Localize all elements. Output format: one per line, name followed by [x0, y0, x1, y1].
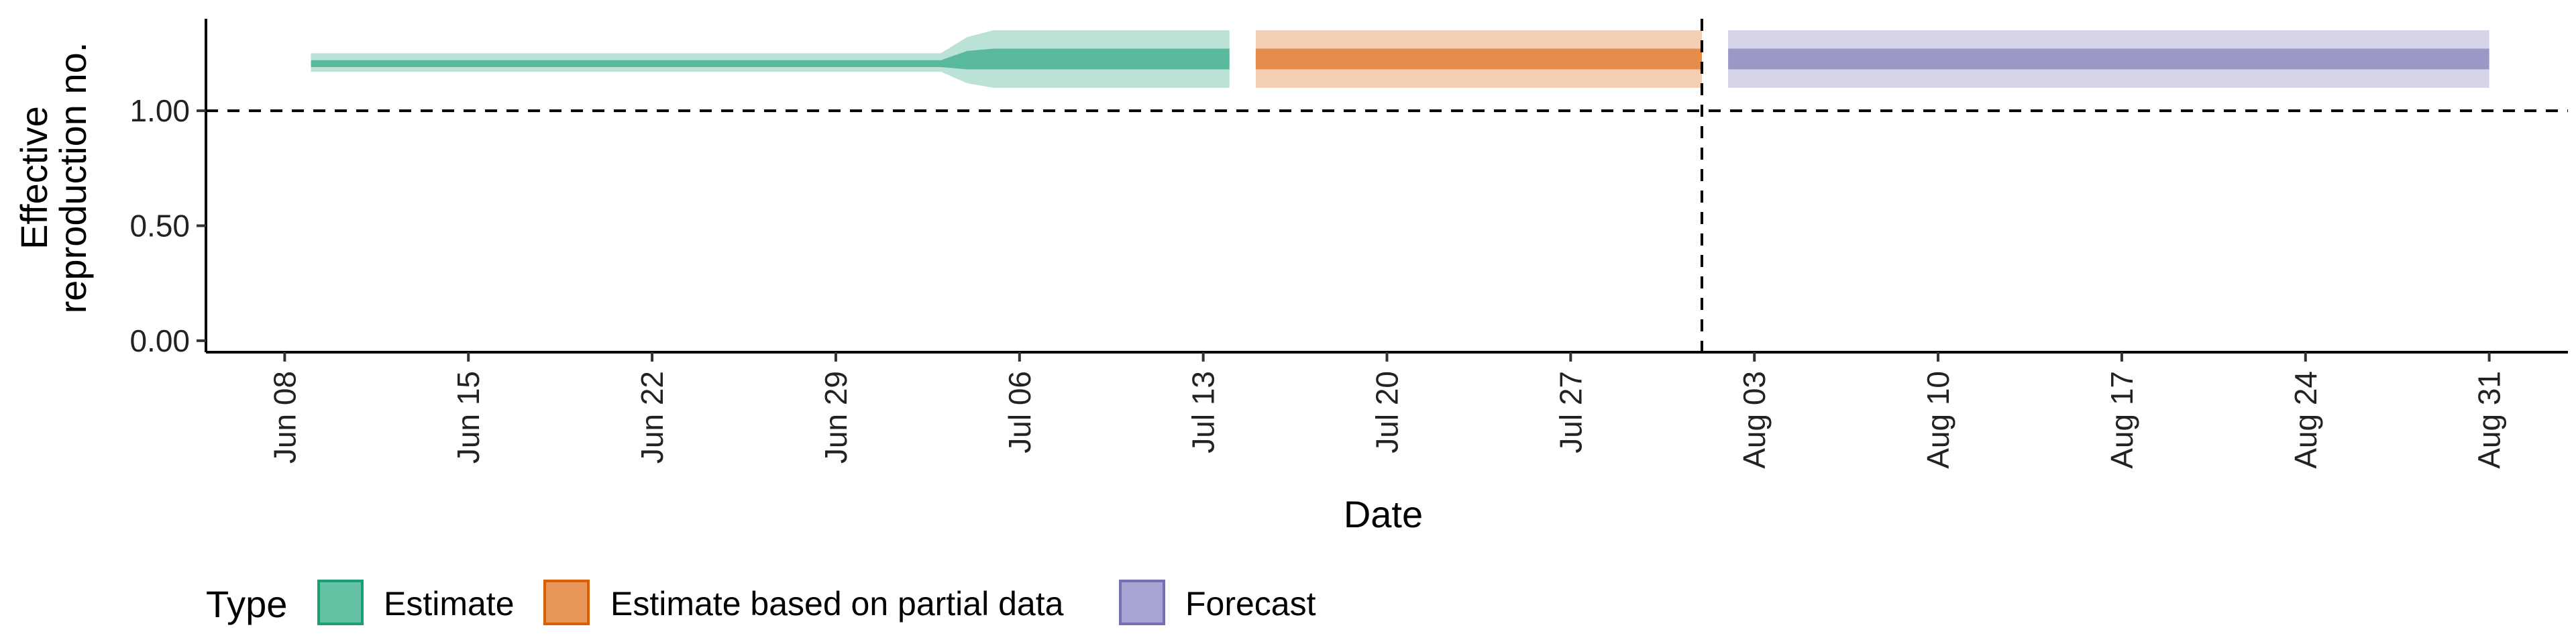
- x-tick-label: Jul 27: [1553, 371, 1588, 453]
- y-axis-title: Effective reproduction no.: [13, 42, 94, 314]
- legend-label-estimate: Estimate: [384, 585, 515, 623]
- x-tick-label: Jul 20: [1370, 371, 1405, 453]
- x-tick-label: Jul 13: [1186, 371, 1221, 453]
- legend: Type Estimate Estimate based on partial …: [206, 580, 1316, 625]
- legend-title: Type: [206, 583, 287, 625]
- x-tick-label: Jun 15: [451, 371, 486, 464]
- legend-label-forecast: Forecast: [1185, 585, 1316, 623]
- interval-bands: [311, 30, 2489, 88]
- x-tick-label: Aug 10: [1921, 371, 1955, 469]
- x-tick-label: Jun 29: [818, 371, 853, 464]
- x-tick-label: Aug 03: [1737, 371, 1772, 469]
- x-tick-label: Aug 17: [2104, 371, 2139, 469]
- band-50-estimate-based-on-partial-data: [1255, 48, 1702, 70]
- x-tick-label: Jul 06: [1002, 371, 1037, 453]
- x-tick-label: Aug 31: [2472, 371, 2507, 469]
- axes: 0.00 0.50 1.00 Jun 08 Jun 15 Jun 22 Jun 29 Jul …: [129, 19, 2568, 469]
- y-axis-title-line-2: reproduction no.: [52, 42, 94, 314]
- x-axis-title: Date: [1344, 493, 1423, 535]
- x-tick-label: Aug 24: [2288, 371, 2323, 469]
- band-50-forecast: [1728, 48, 2489, 70]
- legend-swatch-partial: [543, 580, 590, 625]
- legend-swatch-forecast: [1119, 580, 1165, 625]
- band-90-estimate: [311, 30, 1230, 88]
- legend-swatch-estimate: [317, 580, 364, 625]
- y-tick-label: 0.50: [129, 208, 190, 243]
- band-50-estimate: [311, 48, 1230, 70]
- legend-label-partial: Estimate based on partial data: [610, 585, 1064, 623]
- x-tick-label: Jun 08: [267, 371, 302, 464]
- y-axis-title-line-1: Effective: [13, 106, 55, 250]
- x-tick-label: Jun 22: [635, 371, 669, 464]
- y-tick-label: 1.00: [129, 93, 190, 128]
- y-tick-label: 0.00: [129, 323, 190, 358]
